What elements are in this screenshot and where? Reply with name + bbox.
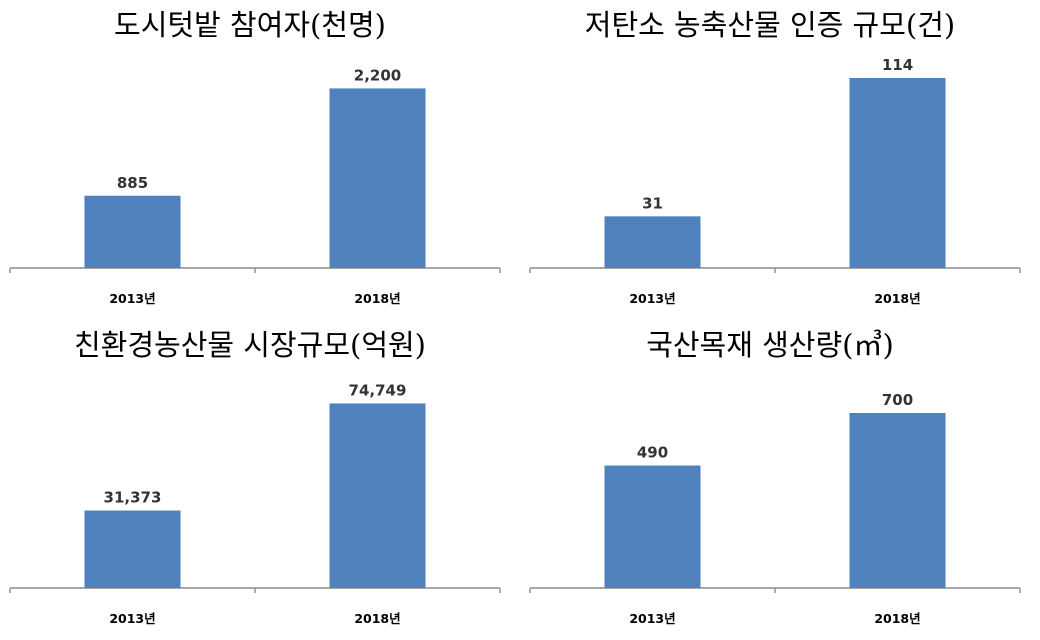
bar <box>84 510 181 588</box>
x-tick-label: 2013년 <box>109 291 155 306</box>
chart-domestic-timber-production: 국산목재 생산량(㎥) 490 2013년 700 2018년 <box>520 320 1040 640</box>
chart-low-carbon-certification: 저탄소 농축산물 인증 규모(건) 31 2013년 114 2018년 <box>520 0 1040 320</box>
bar <box>329 403 426 588</box>
x-tick-label: 2018년 <box>874 611 920 626</box>
chart-title: 국산목재 생산량(㎥) <box>646 328 894 362</box>
x-tick-label: 2013년 <box>629 611 675 626</box>
x-tick-label: 2018년 <box>354 291 400 306</box>
bar-chart-plot: 31 2013년 114 2018년 <box>529 56 1021 306</box>
data-label: 2,200 <box>354 66 401 84</box>
x-tick-label: 2013년 <box>109 611 155 626</box>
bar-chart-plot: 490 2013년 700 2018년 <box>529 391 1021 626</box>
x-tick-label: 2018년 <box>354 611 400 626</box>
chart-title: 친환경농산물 시장규모(억원) <box>73 328 426 362</box>
chart-title: 도시텃밭 참여자(천명) <box>114 8 386 42</box>
bar <box>604 216 701 268</box>
data-label: 490 <box>637 444 668 462</box>
bar <box>849 413 946 588</box>
data-label: 700 <box>882 391 913 409</box>
data-label: 885 <box>117 174 148 192</box>
chart-urban-garden-participants: 도시텃밭 참여자(천명) 885 2013년 2,200 2018년 <box>0 0 520 320</box>
data-label: 31,373 <box>104 489 162 507</box>
data-label: 31 <box>642 194 663 212</box>
x-tick-label: 2018년 <box>874 291 920 306</box>
data-label: 74,749 <box>349 381 407 399</box>
bar <box>849 78 946 268</box>
bar <box>329 88 426 268</box>
data-label: 114 <box>882 56 913 74</box>
bar-chart-plot: 31,373 2013년 74,749 2018년 <box>9 381 501 626</box>
chart-title: 저탄소 농축산물 인증 규모(건) <box>584 8 956 42</box>
bar <box>84 195 181 268</box>
bar <box>604 465 701 588</box>
x-tick-label: 2013년 <box>629 291 675 306</box>
bar-chart-plot: 885 2013년 2,200 2018년 <box>9 66 501 306</box>
chart-eco-friendly-market-size: 친환경농산물 시장규모(억원) 31,373 2013년 74,749 2018년 <box>0 320 520 640</box>
